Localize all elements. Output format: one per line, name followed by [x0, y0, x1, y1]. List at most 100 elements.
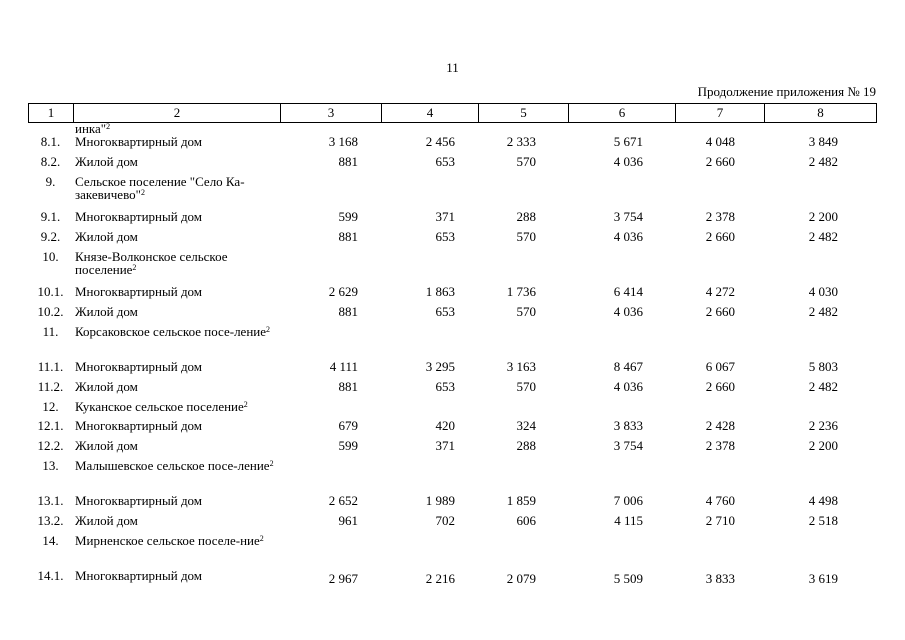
value-col-5	[478, 325, 568, 360]
value-col-3: 2 652	[328, 493, 358, 508]
value-col-3: 2 629	[328, 284, 358, 299]
value-col-4: 3 295	[425, 359, 455, 374]
row-number: 9.	[45, 174, 56, 189]
value-col-6	[568, 175, 675, 210]
row-name-text: Куканское сельское поселение	[75, 399, 244, 414]
value-col-3	[280, 175, 381, 210]
row-name-text: инка"	[75, 121, 107, 136]
value-col-8: 2 482	[808, 229, 838, 244]
header-col-1: 1	[28, 103, 74, 123]
row-name-text: Малышевское сельское посе-ление	[75, 458, 270, 473]
row-number: 13.	[42, 458, 59, 473]
value-col-5	[478, 459, 568, 494]
row-number: 11.1.	[37, 359, 64, 374]
row-name-text: Князе-Волконское сельское поселение	[75, 249, 228, 277]
table-row: 11. Корсаковское сельское посе-ление2	[28, 325, 876, 360]
value-col-7: 2 660	[705, 229, 735, 244]
row-number: 14.1.	[37, 568, 64, 583]
row-name-text: Жилой дом	[75, 379, 138, 394]
row-name: Жилой дом	[73, 155, 280, 175]
table-row: 10. Князе-Волконское сельское поселение2	[28, 250, 876, 285]
table-row: 14. Мирненское сельское поселе-ние2	[28, 534, 876, 569]
value-col-8: 4 030	[808, 284, 838, 299]
row-name-text: Корсаковское сельское посе-ление	[75, 324, 267, 339]
row-name: Жилой дом	[73, 230, 280, 250]
table-row: 10.1. Многоквартирный дом 2 629 1 863 1 736 6…	[28, 285, 876, 305]
value-col-7: 3 833	[705, 571, 735, 586]
footnote-marker: 2	[269, 459, 274, 468]
value-col-4	[381, 250, 478, 285]
row-name: Малышевское сельское посе-ление2	[73, 459, 280, 494]
row-name: инка"2	[73, 122, 280, 135]
value-col-6: 3 754	[613, 438, 643, 453]
value-col-8	[764, 250, 876, 285]
row-number: 10.1.	[37, 284, 64, 299]
value-col-7	[675, 250, 764, 285]
value-col-3: 881	[338, 154, 359, 169]
row-name-text: Многоквартирный дом	[75, 568, 203, 583]
value-col-3: 2 967	[328, 571, 358, 586]
row-name-text: Многоквартирный дом	[75, 493, 203, 508]
value-col-7: 6 067	[705, 359, 735, 374]
value-col-7	[675, 534, 764, 569]
table-row: 9.1. Многоквартирный дом 599 371 288 3 754 2 3…	[28, 210, 876, 230]
value-col-3: 599	[338, 438, 359, 453]
row-number: 14.	[42, 533, 59, 548]
value-col-6: 8 467	[613, 359, 643, 374]
value-col-4: 2 456	[425, 134, 455, 149]
value-col-6: 7 006	[613, 493, 643, 508]
table-row: 13. Малышевское сельское посе-ление2	[28, 459, 876, 494]
table-row: 14.1. Многоквартирный дом 2 967 2 216 2 079 5…	[28, 569, 876, 591]
footnote-marker: 2	[266, 325, 271, 334]
value-col-7	[675, 400, 764, 419]
value-col-3: 881	[338, 304, 359, 319]
value-col-5: 324	[516, 418, 537, 433]
header-col-8: 8	[764, 103, 877, 123]
value-col-8: 2 518	[808, 513, 838, 528]
value-col-6	[568, 459, 675, 494]
value-col-4	[381, 400, 478, 419]
header-col-6: 6	[568, 103, 676, 123]
value-col-5: 3 163	[506, 359, 536, 374]
row-number: 13.1.	[37, 493, 64, 508]
row-name-text: Многоквартирный дом	[75, 134, 203, 149]
value-col-8: 3 619	[808, 571, 838, 586]
value-col-8: 2 482	[808, 379, 838, 394]
value-col-4: 653	[435, 154, 456, 169]
row-number: 12.2.	[37, 438, 64, 453]
value-col-7	[675, 175, 764, 210]
row-name: Жилой дом	[73, 380, 280, 400]
row-name: Многоквартирный дом	[73, 569, 280, 591]
value-col-7: 2 710	[705, 513, 735, 528]
footnote-marker: 2	[132, 263, 137, 272]
row-name-text: Жилой дом	[75, 438, 138, 453]
table-row: 12. Куканское сельское поселение2	[28, 400, 876, 419]
value-col-7: 4 272	[705, 284, 735, 299]
value-col-5: 570	[516, 304, 537, 319]
row-name-text: Жилой дом	[75, 513, 138, 528]
footnote-marker: 2	[243, 400, 248, 409]
row-name: Многоквартирный дом	[73, 494, 280, 514]
row-number: 9.2.	[40, 229, 61, 244]
value-col-4: 653	[435, 304, 456, 319]
header-col-7: 7	[675, 103, 765, 123]
row-name-text: Сельское поселение "Село Ка-закевичево"	[75, 174, 245, 202]
value-col-7: 2 660	[705, 154, 735, 169]
header-col-4: 4	[381, 103, 479, 123]
value-col-6: 4 036	[613, 304, 643, 319]
value-col-5: 1 736	[506, 284, 536, 299]
value-col-8: 2 236	[808, 418, 838, 433]
value-col-3: 599	[338, 209, 359, 224]
value-col-8: 5 803	[808, 359, 838, 374]
value-col-3	[280, 325, 381, 360]
value-col-4: 371	[435, 438, 456, 453]
value-col-4: 371	[435, 209, 456, 224]
row-number: 12.1.	[37, 418, 64, 433]
row-name: Сельское поселение "Село Ка-закевичево"2	[73, 175, 280, 210]
value-col-3: 4 111	[329, 359, 358, 374]
value-col-8: 2 482	[808, 154, 838, 169]
value-col-4	[381, 534, 478, 569]
table-row: инка"2	[28, 122, 876, 135]
value-col-4: 653	[435, 379, 456, 394]
value-col-4	[381, 175, 478, 210]
